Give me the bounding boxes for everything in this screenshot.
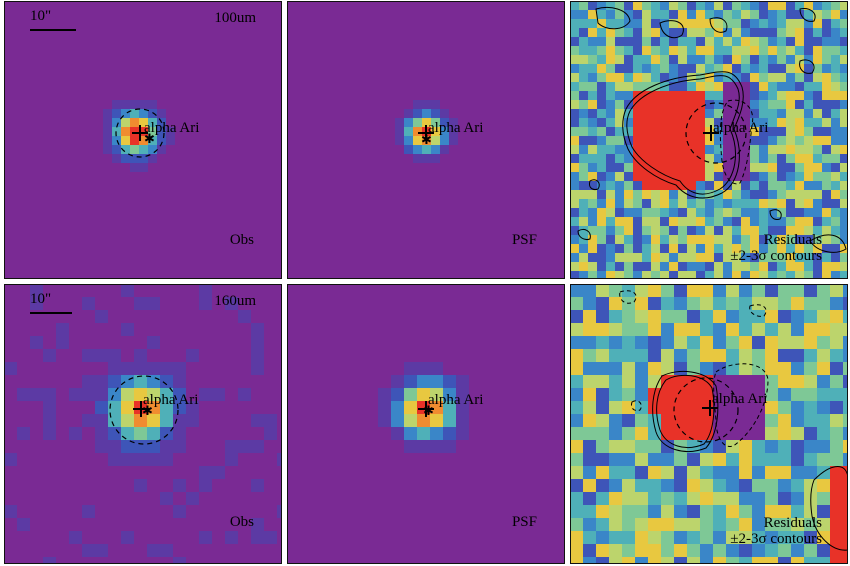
scale-bar-label: 10" bbox=[30, 8, 52, 24]
obs-panel-100um: ✱ 10" 100um alpha Ari Obs bbox=[4, 1, 282, 279]
panel-label-psf: PSF bbox=[511, 232, 537, 248]
star-marker-icon bbox=[703, 125, 719, 141]
obs-overlay-160um: ✱ bbox=[30, 312, 179, 445]
scale-bar-label: 10" bbox=[30, 291, 52, 307]
svg-text:✱: ✱ bbox=[144, 131, 155, 146]
star-marker-icon: ✱ bbox=[418, 125, 434, 147]
star-marker-icon: ✱ bbox=[133, 401, 153, 418]
band-label: 100um bbox=[214, 10, 256, 26]
residual-overlay-100um bbox=[577, 7, 847, 253]
panel-label-obs: Obs bbox=[229, 232, 254, 248]
target-label: alpha Ari bbox=[712, 391, 768, 407]
obs-overlay-100um: ✱ bbox=[30, 29, 165, 158]
target-label: alpha Ari bbox=[428, 392, 484, 408]
svg-text:✱: ✱ bbox=[423, 403, 434, 418]
psf-map-100um bbox=[287, 1, 565, 279]
panel-label-residuals: Residuals bbox=[763, 515, 822, 531]
residual-map-160um bbox=[570, 284, 848, 564]
psf-overlay-100um: ✱ bbox=[418, 125, 434, 147]
panel-label-residuals: Residuals bbox=[763, 232, 822, 248]
target-label: alpha Ari bbox=[143, 392, 199, 408]
panel-label-contours: ±2-3σ contours bbox=[730, 248, 822, 264]
panel-label-psf: PSF bbox=[511, 514, 537, 530]
aperture-circle bbox=[673, 377, 739, 443]
star-marker-icon: ✱ bbox=[418, 401, 434, 418]
psf-overlay-160um: ✱ bbox=[418, 401, 434, 418]
obs-map-100um bbox=[4, 1, 282, 279]
svg-text:✱: ✱ bbox=[142, 403, 153, 418]
target-label: alpha Ari bbox=[713, 120, 769, 136]
residual-overlay-160um bbox=[619, 290, 848, 551]
star-marker-icon bbox=[702, 400, 718, 416]
obs-panel-160um: ✱ 10" 160um alpha Ari Obs bbox=[4, 284, 282, 564]
svg-text:✱: ✱ bbox=[421, 132, 432, 147]
aperture-circle bbox=[685, 102, 747, 164]
panel-label-contours: ±2-3σ contours bbox=[730, 531, 822, 547]
residual-panel-160um: alpha Ari Residuals ±2-3σ contours bbox=[570, 284, 848, 564]
target-label: alpha Ari bbox=[428, 120, 484, 136]
obs-map-160um bbox=[4, 284, 282, 564]
psf-panel-100um: ✱ alpha Ari PSF bbox=[287, 1, 565, 279]
target-label: alpha Ari bbox=[144, 120, 200, 136]
residual-panel-100um: alpha Ari Residuals ±2-3σ contours bbox=[570, 1, 848, 279]
aperture-circle bbox=[115, 108, 165, 158]
psf-map-160um bbox=[287, 284, 565, 564]
band-label: 160um bbox=[214, 293, 256, 309]
panel-label-obs: Obs bbox=[229, 514, 254, 530]
psf-panel-160um: ✱ alpha Ari PSF bbox=[287, 284, 565, 564]
contour-lines bbox=[619, 290, 848, 551]
aperture-circle bbox=[109, 375, 179, 445]
star-marker-icon: ✱ bbox=[132, 125, 155, 146]
residual-map-100um bbox=[570, 1, 848, 279]
contour-lines bbox=[577, 7, 847, 253]
